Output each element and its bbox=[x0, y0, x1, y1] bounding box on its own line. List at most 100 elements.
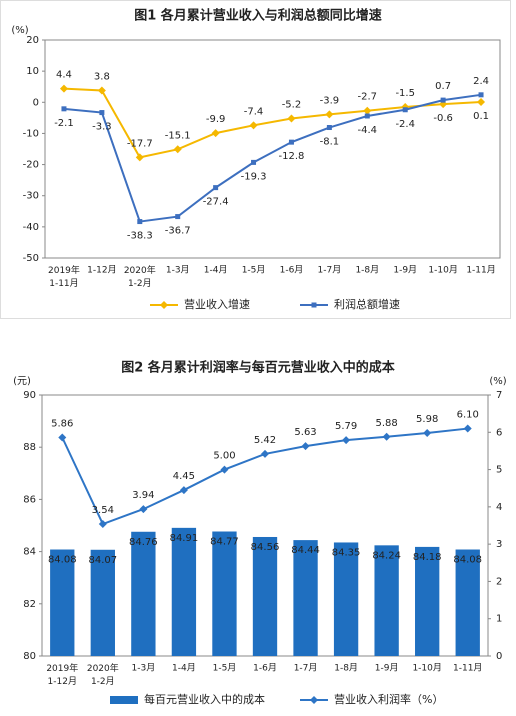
marker bbox=[98, 520, 107, 529]
legend-swatch bbox=[110, 696, 138, 704]
data-label: -38.3 bbox=[127, 231, 153, 242]
marker bbox=[59, 84, 68, 93]
marker bbox=[58, 433, 67, 442]
y-tick-label: 90 bbox=[23, 390, 36, 401]
marker bbox=[382, 432, 391, 441]
y2-tick-label: 4 bbox=[496, 502, 502, 513]
data-label: 84.44 bbox=[291, 545, 320, 556]
y-tick-label: 84 bbox=[23, 547, 36, 558]
data-label: 84.77 bbox=[210, 537, 239, 548]
x-tick-label: 2020年 1-2月 bbox=[87, 662, 119, 687]
data-label: 3.94 bbox=[132, 490, 154, 501]
marker bbox=[288, 139, 294, 145]
marker bbox=[137, 219, 143, 225]
marker bbox=[363, 106, 372, 115]
marker bbox=[97, 86, 106, 95]
y-tick-label: 82 bbox=[23, 599, 36, 610]
line bbox=[63, 87, 482, 159]
y2-tick-label: 3 bbox=[496, 539, 502, 550]
data-label: 84.91 bbox=[170, 533, 199, 544]
data-label: 84.24 bbox=[372, 550, 401, 561]
data-label: -9.9 bbox=[206, 114, 226, 125]
marker bbox=[478, 92, 484, 98]
marker bbox=[364, 113, 370, 119]
x-tick-label: 1-7月 bbox=[294, 663, 318, 674]
y-tick-label: 80 bbox=[23, 651, 36, 662]
data-label: 5.88 bbox=[376, 418, 398, 429]
marker bbox=[211, 129, 220, 138]
bar bbox=[131, 531, 156, 656]
data-label: -3.3 bbox=[92, 122, 112, 133]
x-tick-label: 1-3月 bbox=[132, 663, 156, 674]
data-label: -0.6 bbox=[433, 113, 453, 124]
data-label: 5.98 bbox=[416, 414, 438, 425]
y-tick-label: -10 bbox=[23, 128, 39, 139]
x-tick-label: 1-5月 bbox=[242, 265, 266, 276]
bar bbox=[455, 549, 480, 656]
y-tick-label: -40 bbox=[23, 222, 39, 233]
y-tick-label: -20 bbox=[23, 160, 39, 171]
marker bbox=[160, 301, 168, 309]
legend-label: 每百元营业收入中的成本 bbox=[144, 692, 265, 706]
y2-tick-label: 6 bbox=[496, 427, 502, 438]
data-label: 6.10 bbox=[457, 410, 479, 421]
y2-tick-label: 2 bbox=[496, 576, 502, 587]
data-label: -2.7 bbox=[358, 92, 378, 103]
marker bbox=[179, 486, 188, 495]
data-label: -2.4 bbox=[395, 119, 415, 130]
data-label: 5.86 bbox=[51, 419, 73, 430]
data-label: -2.1 bbox=[54, 118, 74, 129]
legend-label: 营业收入增速 bbox=[184, 297, 250, 311]
legend-label: 利润总额增速 bbox=[334, 297, 400, 311]
marker bbox=[463, 424, 472, 433]
x-tick-label: 1-11月 bbox=[453, 663, 482, 674]
data-label: -12.8 bbox=[279, 151, 305, 162]
data-label: 0.7 bbox=[435, 81, 451, 92]
y-tick-label: -30 bbox=[23, 191, 39, 202]
data-label: 5.63 bbox=[294, 427, 316, 438]
x-tick-label: 1-6月 bbox=[253, 663, 277, 674]
data-label: 5.00 bbox=[213, 451, 235, 462]
data-label: 3.54 bbox=[92, 505, 114, 516]
marker bbox=[287, 114, 296, 123]
bar bbox=[293, 540, 318, 656]
data-label: 84.08 bbox=[48, 555, 77, 566]
data-label: -1.5 bbox=[395, 88, 415, 99]
chart-title: 图2 各月累计利润率与每百元营业收入中的成本 bbox=[121, 360, 395, 376]
marker bbox=[135, 153, 144, 162]
marker bbox=[325, 110, 334, 119]
data-label: 4.45 bbox=[173, 471, 195, 482]
data-label: 4.4 bbox=[56, 70, 72, 81]
line bbox=[63, 93, 482, 223]
y-axis-label: (元) bbox=[13, 376, 31, 387]
data-label: 5.42 bbox=[254, 435, 276, 446]
marker bbox=[423, 429, 432, 438]
x-tick-label: 1-8月 bbox=[334, 663, 358, 674]
data-label: 5.79 bbox=[335, 421, 357, 432]
x-tick-label: 2019年 1-11月 bbox=[48, 264, 80, 289]
marker bbox=[326, 125, 332, 131]
marker bbox=[249, 121, 258, 130]
x-tick-label: 2019年 1-12月 bbox=[46, 662, 78, 687]
data-label: -8.1 bbox=[320, 137, 340, 148]
data-label: -7.4 bbox=[244, 106, 264, 117]
x-tick-label: 1-10月 bbox=[428, 265, 457, 276]
bar bbox=[212, 531, 237, 656]
data-label: -27.4 bbox=[203, 197, 229, 208]
data-label: -3.9 bbox=[320, 95, 340, 106]
data-label: -4.4 bbox=[358, 125, 378, 136]
bar bbox=[374, 545, 399, 656]
x-tick-label: 1-8月 bbox=[355, 265, 379, 276]
x-tick-label: 1-10月 bbox=[412, 663, 441, 674]
marker bbox=[61, 106, 67, 112]
marker bbox=[99, 110, 105, 116]
bar bbox=[252, 536, 278, 656]
y2-axis-label: (%) bbox=[489, 376, 506, 387]
marker bbox=[342, 436, 351, 445]
marker bbox=[213, 185, 219, 191]
x-tick-label: 1-9月 bbox=[393, 265, 417, 276]
y-axis-label: (%) bbox=[11, 25, 28, 36]
data-label: 84.76 bbox=[129, 537, 158, 548]
data-label: -15.1 bbox=[165, 130, 191, 141]
